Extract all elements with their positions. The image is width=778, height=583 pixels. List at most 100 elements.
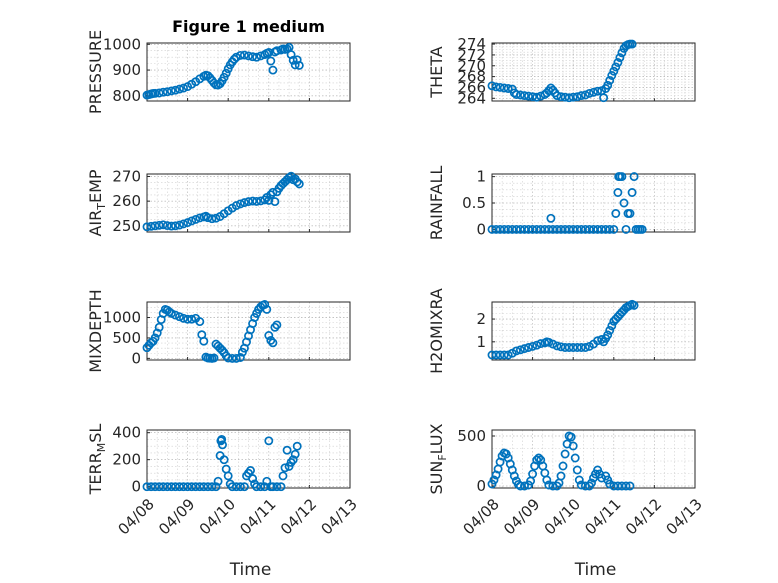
y-tick-label: 200 <box>112 451 141 469</box>
data-point <box>162 221 172 231</box>
subplot-terr-msl: 04/0804/0904/1004/1104/1204/130200400TER… <box>86 424 361 580</box>
data-point <box>209 353 219 363</box>
data-point <box>244 197 253 207</box>
data-point <box>235 482 245 492</box>
data-point <box>576 224 586 234</box>
data-point <box>532 224 542 234</box>
data-point <box>560 92 570 102</box>
y-label-subscript: F <box>436 454 449 460</box>
y-axis-label: MIXDEPTH <box>86 289 105 372</box>
data-point <box>503 84 513 93</box>
data-point <box>524 224 533 234</box>
data-point <box>146 221 156 231</box>
data-point <box>503 224 513 234</box>
y-axis-label: AIRTEMP <box>86 169 108 236</box>
data-point <box>580 224 590 234</box>
data-point <box>609 66 619 76</box>
data-point <box>150 88 160 98</box>
data-point <box>282 445 292 455</box>
y-tick-label: 0 <box>131 478 141 496</box>
data-point <box>239 198 249 208</box>
data-point <box>511 346 521 356</box>
y-tick-label: 260 <box>112 192 141 210</box>
data-point <box>179 219 188 229</box>
data-point <box>227 482 237 492</box>
y-label-part: H2OMIXRA <box>427 288 446 374</box>
y-axis-label: PRESSURE <box>86 30 105 114</box>
data-point <box>576 343 586 352</box>
data-point <box>292 441 302 451</box>
data-point <box>166 221 176 231</box>
data-point <box>183 314 193 324</box>
data-point <box>532 455 542 465</box>
data-point <box>154 322 164 332</box>
data-point <box>195 482 205 492</box>
data-point <box>179 313 188 323</box>
data-point <box>150 221 160 231</box>
data-point <box>524 343 533 352</box>
data-point <box>528 469 538 479</box>
data-point <box>268 338 278 348</box>
data-point <box>288 55 298 65</box>
data-point <box>556 342 566 352</box>
x-tick-label: 04/11 <box>581 495 624 538</box>
data-point <box>572 224 582 234</box>
y-axis-label: H2OMIXRA <box>427 288 446 374</box>
data-point <box>617 481 627 491</box>
plot-frame <box>491 42 696 102</box>
data-point <box>211 213 221 223</box>
y-tick-label: 0 <box>476 477 486 495</box>
data-point <box>154 220 164 230</box>
data-point <box>515 481 525 491</box>
data-point <box>572 343 582 352</box>
data-point <box>593 86 603 96</box>
data-point <box>252 52 262 62</box>
data-point <box>175 220 184 230</box>
data-point <box>179 83 188 93</box>
y-axis-label: THETA <box>427 46 446 98</box>
data-point <box>552 224 562 234</box>
data-point <box>552 341 562 351</box>
data-point <box>203 482 213 492</box>
data-point <box>166 86 176 96</box>
data-point <box>175 312 184 322</box>
data-point <box>158 482 168 492</box>
y-tick-label: 500 <box>457 427 486 445</box>
data-point <box>605 75 615 85</box>
data-point <box>162 87 172 97</box>
plot-frame <box>146 42 351 102</box>
data-point <box>179 482 188 492</box>
data-point <box>617 48 627 58</box>
data-point <box>548 224 558 234</box>
y-tick-label: 500 <box>112 329 141 347</box>
data-point <box>158 87 168 97</box>
data-point <box>599 93 609 103</box>
data-point <box>613 188 623 197</box>
data-point <box>239 482 249 492</box>
data-point <box>276 482 286 492</box>
data-point <box>183 218 193 228</box>
data-point <box>532 340 542 350</box>
data-point <box>601 224 611 234</box>
y-label-subscript: M <box>95 443 108 453</box>
data-point <box>266 335 276 345</box>
data-point <box>187 482 197 492</box>
data-point <box>170 310 180 320</box>
data-point <box>231 52 241 62</box>
data-point <box>558 461 568 471</box>
data-point <box>613 58 623 67</box>
data-point <box>231 201 241 211</box>
data-point <box>223 353 233 363</box>
data-point <box>495 82 505 92</box>
data-point <box>528 341 538 351</box>
data-point <box>552 91 562 101</box>
data-point <box>515 90 525 100</box>
x-tick-label: 04/12 <box>622 495 665 538</box>
data-point <box>207 482 217 492</box>
x-tick-label: 04/13 <box>663 495 706 538</box>
data-point <box>603 80 613 90</box>
data-point <box>584 88 594 98</box>
data-point <box>187 314 197 324</box>
